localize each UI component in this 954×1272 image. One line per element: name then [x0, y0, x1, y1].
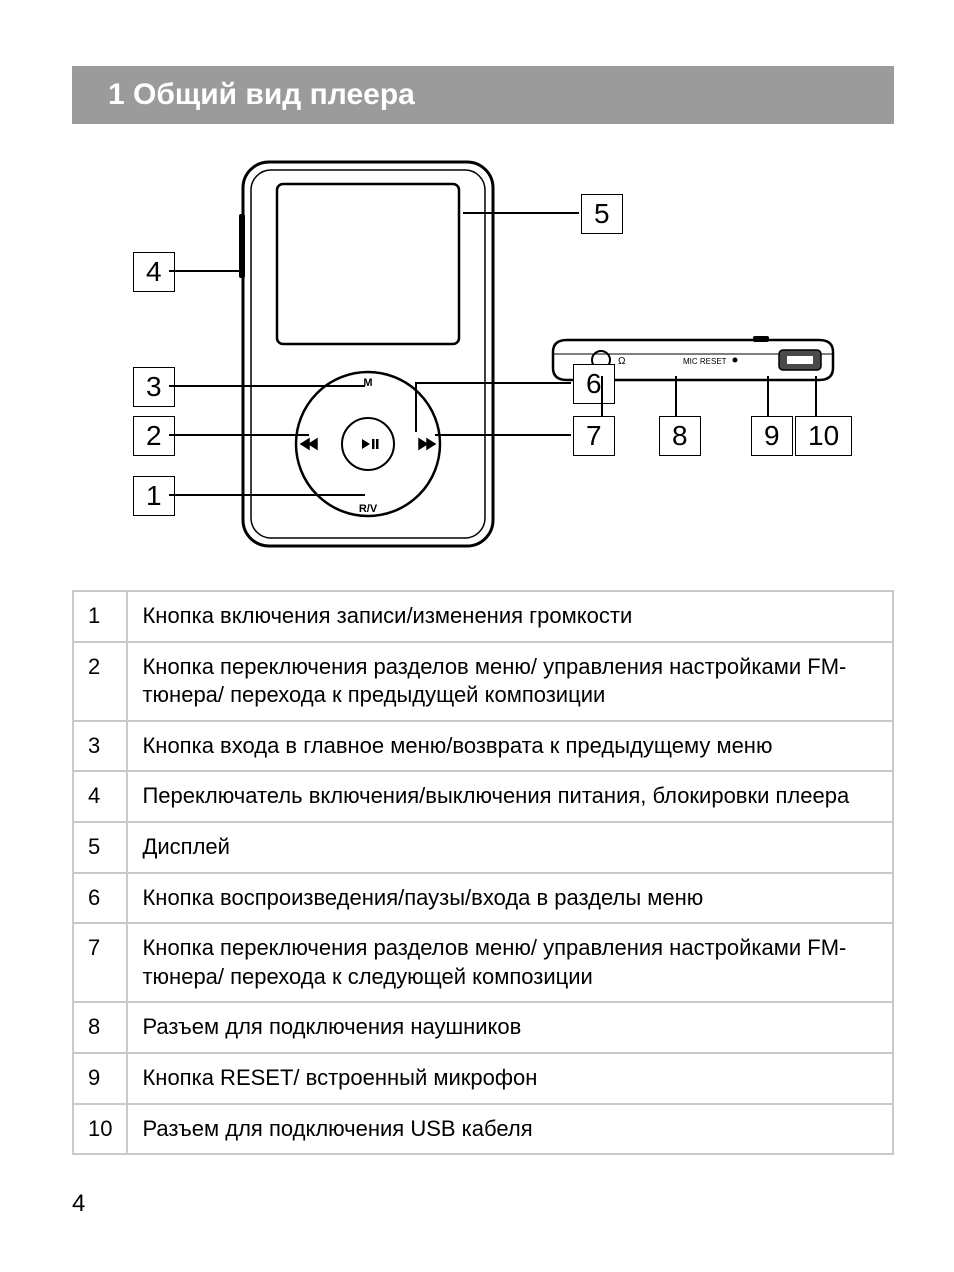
table-row: 6Кнопка воспроизведения/паузы/входа в ра… — [74, 872, 892, 923]
row-description: Кнопка воспроизведения/паузы/входа в раз… — [128, 872, 892, 923]
leader-1 — [169, 494, 365, 496]
wheel-m-label: M — [363, 377, 372, 389]
leader-5 — [463, 212, 579, 214]
page: 1 Общий вид плеера M R/V — [0, 0, 954, 1272]
row-description: Дисплей — [128, 821, 892, 872]
table-row: 8Разъем для подключения наушников — [74, 1001, 892, 1052]
leader-8l — [601, 376, 603, 416]
row-description: Кнопка включения записи/изменения громко… — [128, 592, 892, 641]
row-number: 9 — [74, 1052, 128, 1103]
page-number: 4 — [72, 1190, 85, 1218]
row-number: 8 — [74, 1001, 128, 1052]
leader-2 — [169, 434, 309, 436]
callout-9: 9 — [751, 416, 793, 456]
table-row: 1Кнопка включения записи/изменения громк… — [74, 592, 892, 641]
section-title: 1 Общий вид плеера — [72, 66, 894, 124]
row-number: 6 — [74, 872, 128, 923]
row-number: 10 — [74, 1103, 128, 1154]
leader-9 — [767, 376, 769, 416]
diagram: M R/V — [103, 154, 863, 554]
leader-6v — [415, 382, 417, 432]
parts-table: 1Кнопка включения записи/изменения громк… — [72, 590, 894, 1155]
row-number: 3 — [74, 720, 128, 771]
leader-3 — [169, 385, 365, 387]
row-number: 7 — [74, 922, 128, 1001]
row-description: Разъем для подключения USB кабеля — [128, 1103, 892, 1154]
callout-8: 8 — [659, 416, 701, 456]
row-number: 2 — [74, 641, 128, 720]
diagram-wrap: M R/V — [72, 154, 894, 554]
leader-7 — [435, 434, 571, 436]
svg-text:Ω: Ω — [618, 356, 626, 367]
table-row: 3Кнопка входа в главное меню/возврата к … — [74, 720, 892, 771]
callout-5: 5 — [581, 194, 623, 234]
table-row: 5Дисплей — [74, 821, 892, 872]
table-row: 10Разъем для подключения USB кабеля — [74, 1103, 892, 1154]
table-row: 2Кнопка переключения разделов меню/ упра… — [74, 641, 892, 720]
callout-7: 7 — [573, 416, 615, 456]
row-number: 4 — [74, 770, 128, 821]
row-description: Кнопка RESET/ встроенный микрофон — [128, 1052, 892, 1103]
wheel-rv-label: R/V — [359, 503, 378, 515]
leader-6h — [415, 382, 571, 384]
row-description: Переключатель включения/выключения питан… — [128, 770, 892, 821]
table-row: 9Кнопка RESET/ встроенный микрофон — [74, 1052, 892, 1103]
leader-10 — [815, 376, 817, 416]
table-row: 7Кнопка переключения разделов меню/ упра… — [74, 922, 892, 1001]
row-description: Разъем для подключения наушников — [128, 1001, 892, 1052]
row-number: 1 — [74, 592, 128, 641]
mic-reset-label: MIC RESET — [683, 357, 727, 366]
leader-8 — [675, 376, 677, 416]
row-description: Кнопка переключения разделов меню/ управ… — [128, 641, 892, 720]
table-row: 4Переключатель включения/выключения пита… — [74, 770, 892, 821]
leader-4 — [169, 270, 241, 272]
callout-6: 6 — [573, 364, 615, 404]
row-number: 5 — [74, 821, 128, 872]
row-description: Кнопка входа в главное меню/возврата к п… — [128, 720, 892, 771]
callout-10: 10 — [795, 416, 852, 456]
parts-table-body: 1Кнопка включения записи/изменения громк… — [74, 592, 892, 1153]
row-description: Кнопка переключения разделов меню/ управ… — [128, 922, 892, 1001]
